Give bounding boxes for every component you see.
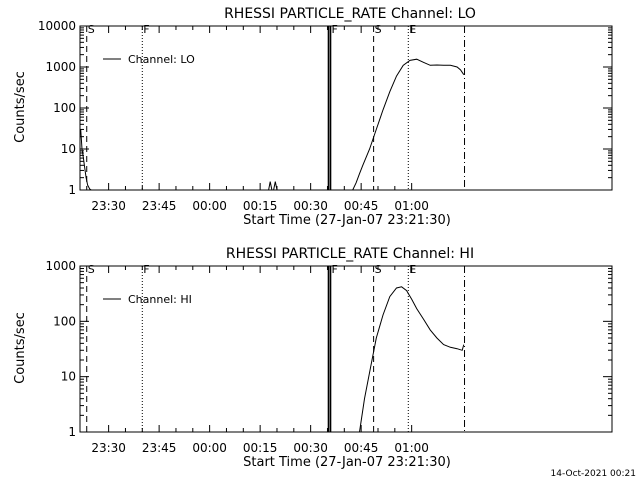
y-tick-label: 10	[61, 370, 76, 384]
x-tick-label: 00:15	[243, 199, 278, 213]
y-tick-label: 1000	[45, 259, 76, 273]
x-tick-label: 23:45	[142, 441, 177, 455]
event-marker-label: S	[375, 263, 382, 276]
x-tick-label: 00:30	[293, 199, 328, 213]
x-tick-label: 00:45	[344, 199, 379, 213]
x-axis-label: Start Time (27-Jan-07 23:21:30)	[243, 213, 451, 228]
legend: Channel: HI	[103, 293, 192, 306]
x-tick-label: 01:00	[394, 441, 429, 455]
event-marker-label: S	[88, 23, 95, 36]
event-marker-label: S	[88, 263, 95, 276]
x-tick-label: 23:30	[91, 441, 126, 455]
event-marker-label: F	[143, 263, 149, 276]
x-tick-label: 00:15	[243, 441, 278, 455]
x-axis-label: Start Time (27-Jan-07 23:21:30)	[243, 455, 451, 470]
event-marker-label: E	[409, 263, 416, 276]
plot-frame	[79, 265, 613, 433]
series-line	[91, 181, 353, 191]
y-axis-label: Counts/sec	[13, 71, 28, 143]
y-tick-label: 10000	[38, 19, 76, 33]
x-tick-label: 00:00	[192, 199, 227, 213]
legend: Channel: LO	[103, 53, 195, 66]
legend-label: Channel: HI	[128, 293, 192, 306]
x-tick-label: 00:30	[293, 441, 328, 455]
y-tick-label: 1000	[45, 60, 76, 74]
y-axis-label: Counts/sec	[13, 312, 28, 384]
series-line	[359, 286, 465, 433]
plot-frame	[79, 25, 613, 191]
x-tick-label: 01:00	[394, 199, 429, 213]
panel-lo: RHESSI PARTICLE_RATE Channel: LO Start T…	[13, 6, 613, 228]
series-line	[352, 58, 465, 191]
event-marker-label: E	[409, 23, 416, 36]
event-marker-label: F	[332, 263, 338, 276]
panel-hi: RHESSI PARTICLE_RATE Channel: HI Start T…	[13, 246, 613, 470]
chart-title: RHESSI PARTICLE_RATE Channel: LO	[224, 6, 476, 22]
x-tick-label: 23:30	[91, 199, 126, 213]
x-tick-label: 00:00	[192, 441, 227, 455]
event-marker-label: S	[375, 23, 382, 36]
legend-label: Channel: LO	[128, 53, 195, 66]
x-tick-label: 00:45	[344, 441, 379, 455]
chart-title: RHESSI PARTICLE_RATE Channel: HI	[226, 246, 474, 262]
y-tick-label: 1	[68, 183, 76, 197]
event-marker-label: F	[332, 23, 338, 36]
series-line	[80, 129, 92, 191]
event-marker-label: F	[143, 23, 149, 36]
timestamp: 14-Oct-2021 00:21	[551, 469, 636, 479]
x-tick-label: 23:45	[142, 199, 177, 213]
y-tick-label: 1	[68, 425, 76, 439]
y-tick-label: 10	[61, 142, 76, 156]
y-tick-label: 100	[53, 314, 76, 328]
y-tick-label: 100	[53, 101, 76, 115]
